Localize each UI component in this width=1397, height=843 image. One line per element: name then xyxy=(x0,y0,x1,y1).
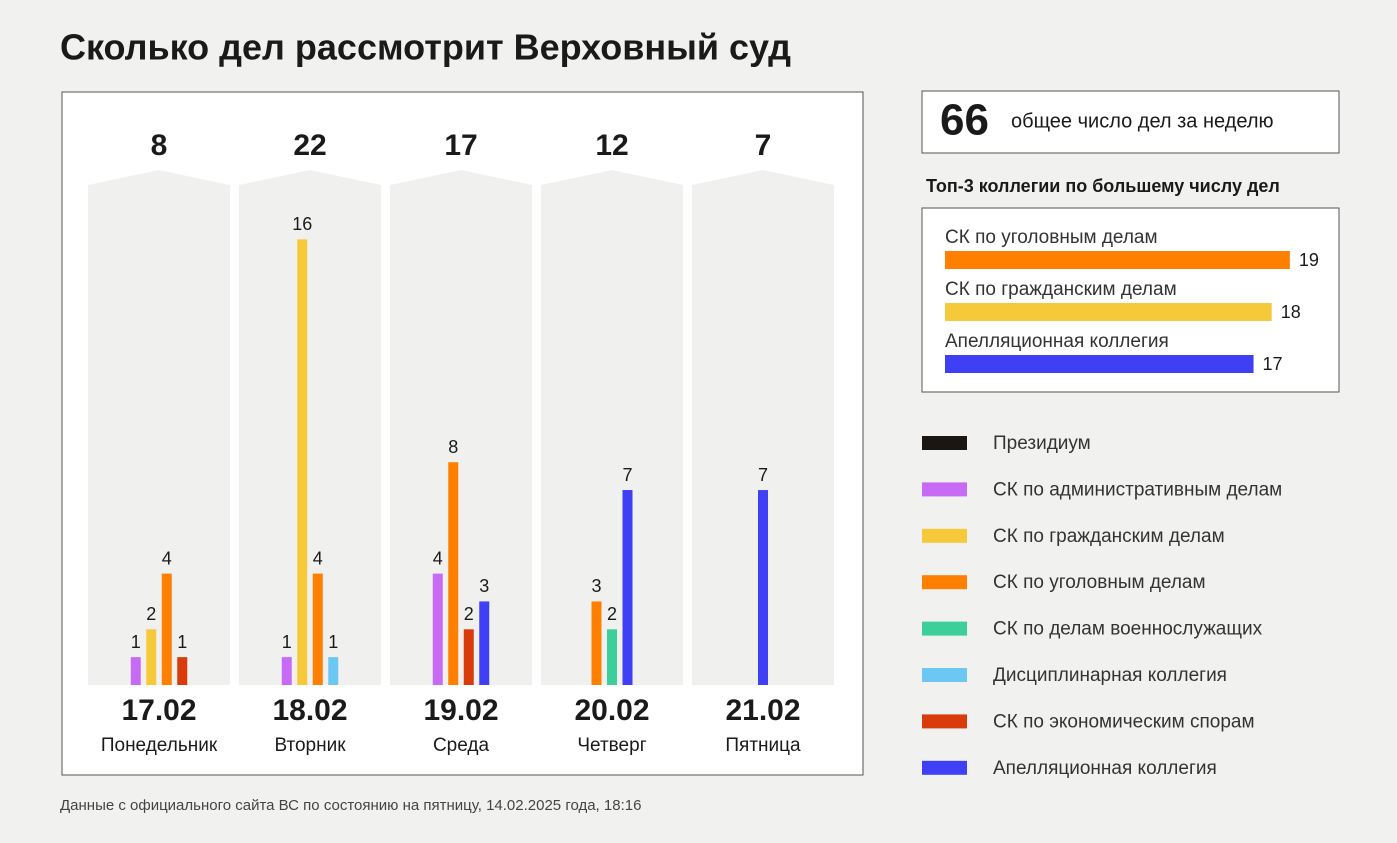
top3-bar xyxy=(945,355,1254,373)
bar-value-label: 3 xyxy=(479,576,489,596)
bar-value-label: 1 xyxy=(282,632,292,652)
top3-bar xyxy=(945,303,1272,321)
bar-value-label: 7 xyxy=(758,465,768,485)
day-weekday: Среда xyxy=(433,735,490,756)
bar xyxy=(312,573,323,685)
bar-value-label: 7 xyxy=(622,465,632,485)
bar xyxy=(607,629,617,685)
top3-bar xyxy=(945,251,1290,269)
day-column xyxy=(239,170,381,685)
bar xyxy=(432,573,443,685)
bar-value-label: 2 xyxy=(607,604,617,624)
legend-swatch xyxy=(922,714,967,729)
legend-label: СК по гражданским делам xyxy=(993,526,1225,547)
bar-value-label: 2 xyxy=(464,604,474,624)
day-total: 7 xyxy=(755,129,772,162)
day-weekday: Вторник xyxy=(274,735,346,756)
source: Данные с официального сайта ВС по состоя… xyxy=(60,797,641,814)
top3-title: Топ-3 коллегии по большему числу дел xyxy=(926,176,1280,196)
legend-swatch xyxy=(922,482,967,497)
legend-label: СК по экономическим спорам xyxy=(993,711,1255,732)
bar xyxy=(130,657,141,685)
day-column xyxy=(541,170,683,685)
day-date: 19.02 xyxy=(423,694,498,727)
bar-value-label: 16 xyxy=(292,214,312,234)
top3-name: СК по уголовным делам xyxy=(945,227,1158,248)
day-date: 20.02 xyxy=(574,694,649,727)
day-column xyxy=(692,170,834,685)
day-weekday: Четверг xyxy=(577,735,646,756)
bar xyxy=(758,490,768,685)
title: Сколько дел рассмотрит Верховный суд xyxy=(60,27,791,68)
day-date: 17.02 xyxy=(121,694,196,727)
legend-swatch xyxy=(922,575,967,590)
bar xyxy=(328,657,339,685)
bar xyxy=(463,629,474,685)
legend-label: Дисциплинарная коллегия xyxy=(993,665,1227,686)
top3-value: 18 xyxy=(1281,302,1301,322)
day-column xyxy=(88,170,230,685)
summary-total: 66 xyxy=(940,96,989,145)
bar-value-label: 4 xyxy=(162,548,172,568)
day-column xyxy=(390,170,532,685)
bar xyxy=(281,657,292,685)
day-total: 22 xyxy=(293,129,326,162)
legend-swatch xyxy=(922,621,967,636)
legend-label: СК по административным делам xyxy=(993,479,1282,500)
legend-swatch xyxy=(922,436,967,450)
legend-swatch xyxy=(922,760,967,775)
bar-value-label: 1 xyxy=(177,632,187,652)
day-date: 21.02 xyxy=(725,694,800,727)
day-date: 18.02 xyxy=(272,694,347,727)
bar-value-label: 2 xyxy=(146,604,156,624)
legend-label: Президиум xyxy=(993,433,1091,454)
bar xyxy=(448,462,459,685)
legend-label: СК по уголовным делам xyxy=(993,572,1206,593)
bar-value-label: 8 xyxy=(448,437,458,457)
top3-value: 17 xyxy=(1263,354,1283,374)
bar xyxy=(622,490,633,685)
summary-box xyxy=(921,90,1340,154)
bar xyxy=(161,573,172,685)
day-total: 8 xyxy=(151,129,168,162)
legend-swatch xyxy=(922,668,967,682)
top3-value: 19 xyxy=(1299,250,1319,270)
bar-value-label: 1 xyxy=(328,632,338,652)
bar xyxy=(479,601,490,685)
top3-name: СК по гражданским делам xyxy=(945,279,1177,300)
legend-label: СК по делам военнослужащих xyxy=(993,619,1263,640)
bar xyxy=(297,239,308,685)
legend-swatch xyxy=(922,528,967,543)
summary-label: общее число дел за неделю xyxy=(1011,110,1274,132)
day-weekday: Пятница xyxy=(725,735,801,756)
bar-value-label: 4 xyxy=(313,548,323,568)
day-total: 17 xyxy=(444,129,477,162)
legend-label: Апелляционная коллегия xyxy=(993,758,1217,779)
day-total: 12 xyxy=(595,129,628,162)
bar-value-label: 3 xyxy=(591,576,601,596)
bar xyxy=(146,629,157,685)
bar-value-label: 4 xyxy=(433,548,443,568)
bar xyxy=(591,601,602,685)
day-weekday: Понедельник xyxy=(101,735,218,756)
top3-name: Апелляционная коллегия xyxy=(945,331,1169,352)
bar xyxy=(177,657,188,685)
bar-value-label: 1 xyxy=(131,632,141,652)
